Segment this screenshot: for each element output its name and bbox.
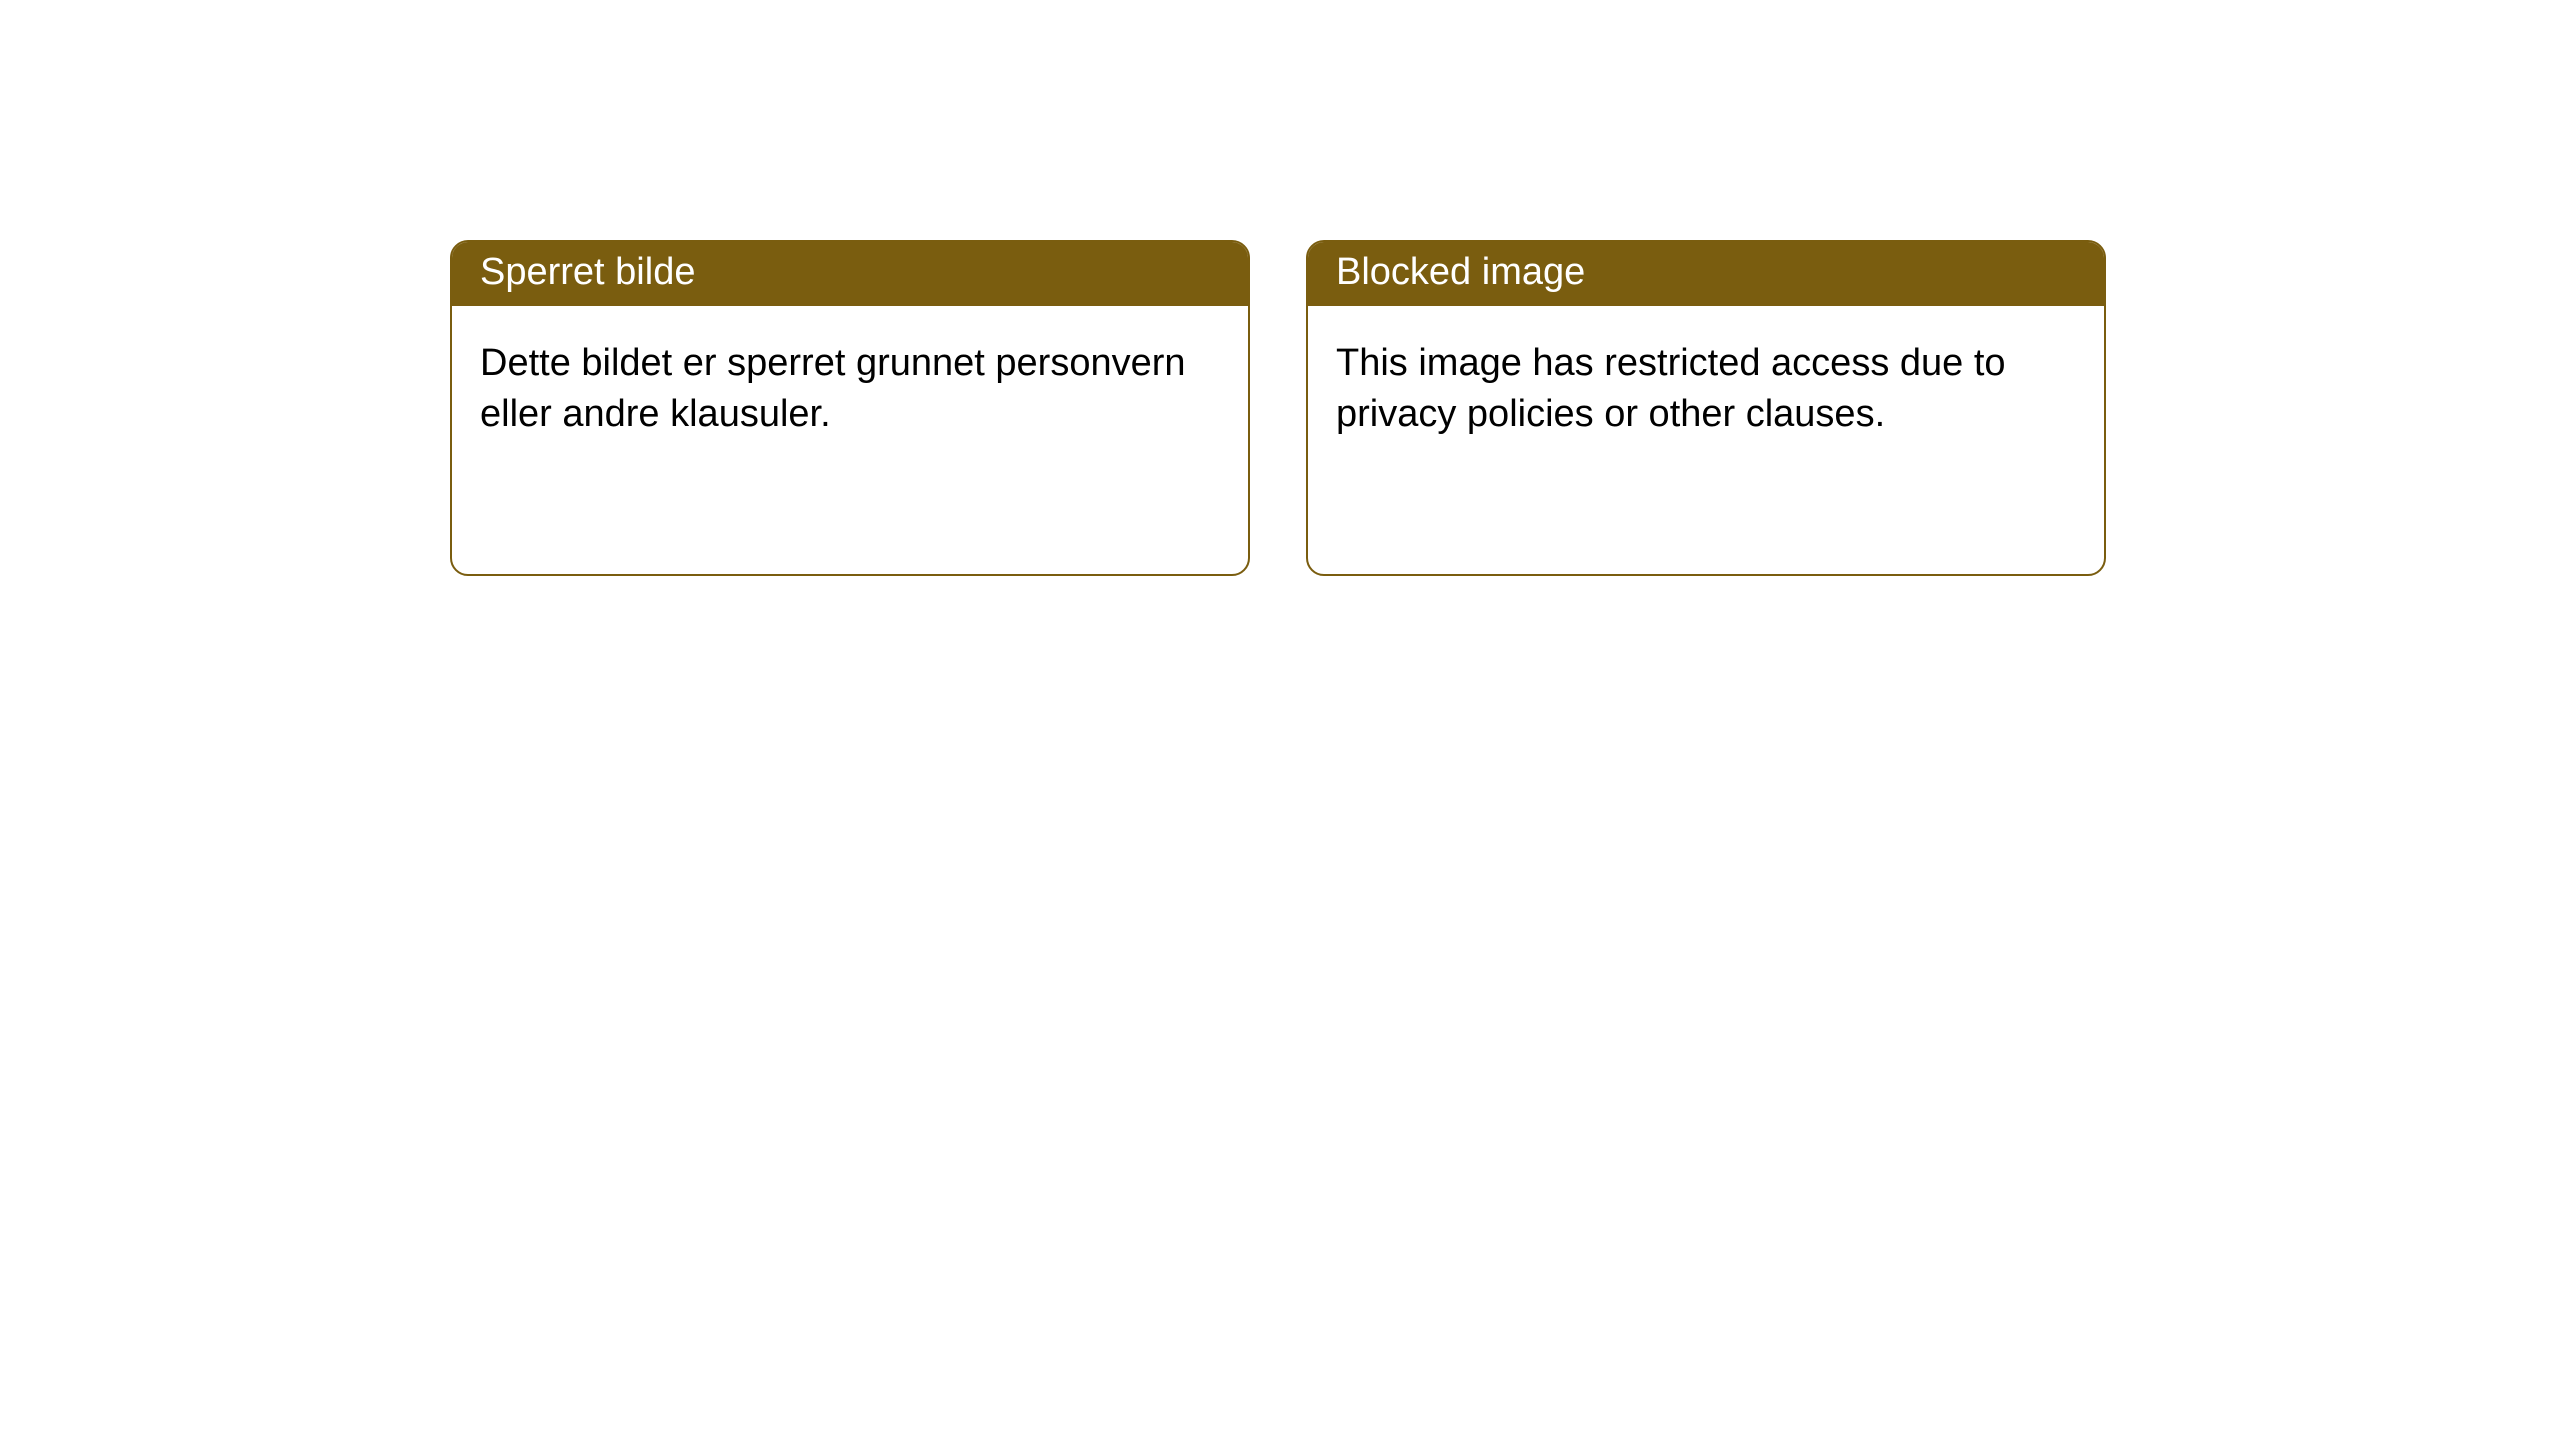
card-text: This image has restricted access due to …: [1336, 338, 2076, 441]
card-text: Dette bildet er sperret grunnet personve…: [480, 338, 1220, 441]
card-body: Dette bildet er sperret grunnet personve…: [452, 306, 1248, 473]
cards-container: Sperret bilde Dette bildet er sperret gr…: [0, 0, 2560, 576]
card-header: Sperret bilde: [452, 242, 1248, 306]
card-header: Blocked image: [1308, 242, 2104, 306]
card-body: This image has restricted access due to …: [1308, 306, 2104, 473]
card-title: Sperret bilde: [480, 251, 695, 293]
card-title: Blocked image: [1336, 251, 1585, 293]
blocked-image-card-no: Sperret bilde Dette bildet er sperret gr…: [450, 240, 1250, 576]
blocked-image-card-en: Blocked image This image has restricted …: [1306, 240, 2106, 576]
